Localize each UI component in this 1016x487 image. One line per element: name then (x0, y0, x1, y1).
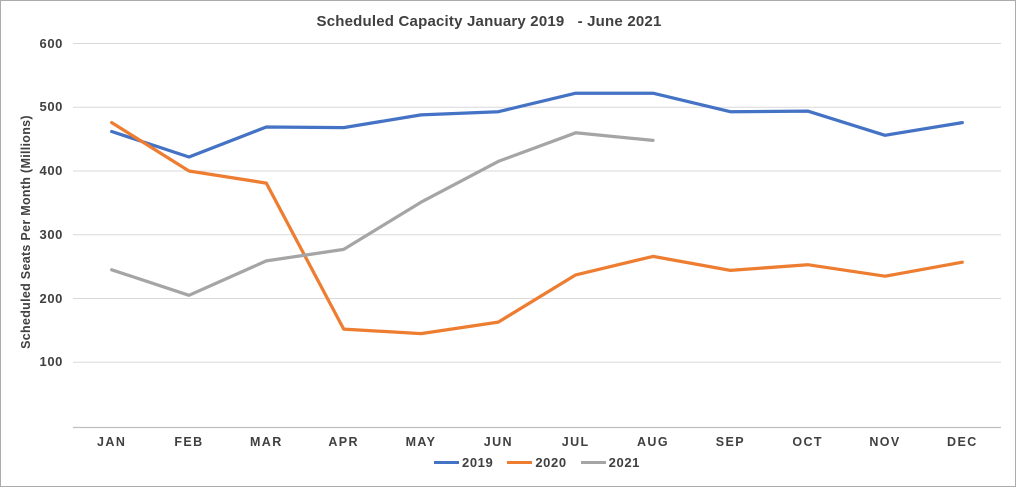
y-tick-label-600: 600 (39, 35, 63, 51)
x-tick-label-feb: FEB (174, 435, 204, 449)
x-tick-label-mar: MAR (249, 435, 283, 449)
legend-swatch-2020 (507, 461, 533, 464)
x-tick-label-oct: OCT (792, 435, 823, 449)
chart-title: Scheduled Capacity January 2019 - June 2… (316, 13, 662, 30)
legend-swatch-2019 (434, 461, 459, 464)
y-tick-label-500: 500 (39, 99, 63, 115)
series-line-2021 (110, 131, 655, 297)
y-tick-label-300: 300 (39, 226, 63, 242)
legend-label-2019: 2019 (462, 455, 494, 470)
legend-swatch-2021 (580, 461, 606, 464)
legend-item-2020: 2020 (507, 455, 566, 470)
legend-label-2021: 2021 (608, 455, 640, 470)
x-tick-label-sep: SEP (715, 435, 745, 449)
y-tick-label-400: 400 (39, 163, 63, 178)
x-tick-label-may: MAY (405, 435, 437, 449)
x-tick-label-aug: AUG (637, 435, 669, 449)
y-tick-label-200: 200 (39, 290, 63, 306)
x-tick-label-jan: JAN (97, 435, 127, 449)
legend-item-2021: 2021 (580, 455, 640, 470)
y-tick-label-100: 100 (39, 354, 63, 370)
x-tick-label-apr: APR (328, 435, 359, 449)
legend: 2019 2020 2021 (73, 455, 1001, 470)
series-line-2019 (110, 91, 964, 159)
x-tick-label-jul: JUL (561, 435, 590, 449)
legend-label-2020: 2020 (535, 455, 567, 470)
x-tick-label-jun: JUN (483, 435, 513, 449)
legend-item-2019: 2019 (434, 455, 493, 470)
x-tick-label-nov: NOV (869, 435, 901, 449)
series-line-2020 (110, 120, 964, 336)
x-tick-label-dec: DEC (947, 435, 978, 449)
